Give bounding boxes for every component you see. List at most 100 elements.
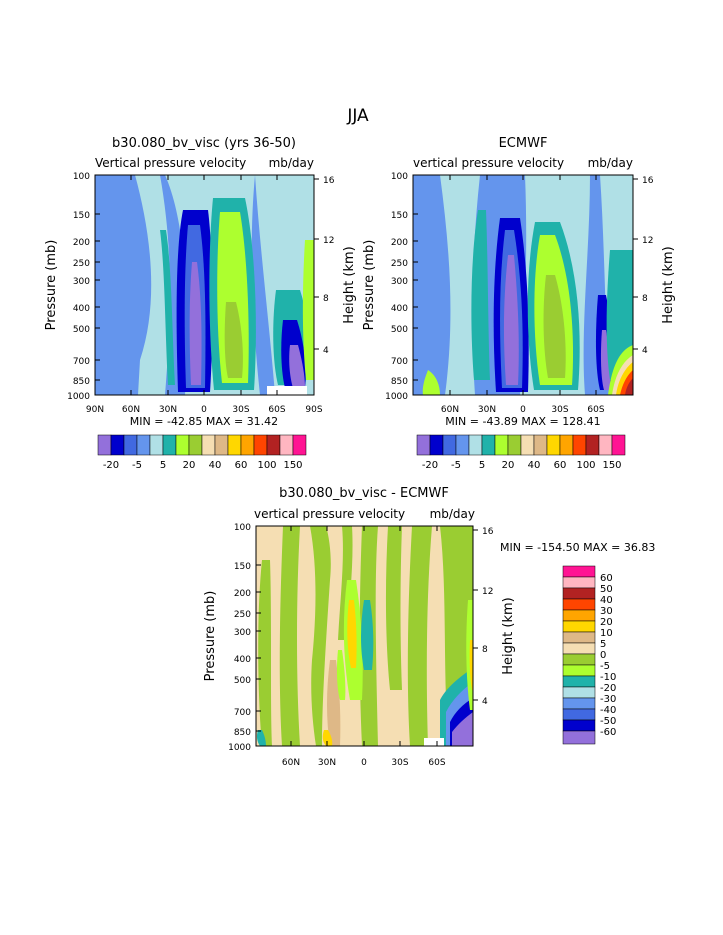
y-right-tick-label: 8 bbox=[323, 294, 329, 304]
colorbar-label: 10 bbox=[600, 628, 613, 639]
x-tick-label: 0 bbox=[361, 758, 367, 768]
contour-fill bbox=[95, 175, 314, 395]
colorbar-label: 5 bbox=[160, 460, 166, 471]
colorbar-label: 60 bbox=[600, 573, 613, 584]
colorbar-label: 60 bbox=[554, 460, 567, 471]
y-tick-label: 150 bbox=[391, 211, 408, 221]
panel-subtitle-right: mb/day bbox=[269, 156, 314, 170]
colorbar-label: 20 bbox=[183, 460, 196, 471]
colorbar-label: 40 bbox=[209, 460, 222, 471]
x-tick-label: 90N bbox=[86, 405, 104, 415]
y-right-tick-label: 8 bbox=[482, 645, 488, 655]
colorbar-label: 50 bbox=[600, 584, 613, 595]
colorbar-label: 150 bbox=[283, 460, 302, 471]
x-ticks: 60N 30N 0 30S 60S bbox=[282, 758, 446, 768]
y-right-tick-label: 12 bbox=[323, 236, 334, 246]
panel-title: b30.080_bv_visc (yrs 36-50) bbox=[112, 136, 296, 151]
colorbar-label: 100 bbox=[576, 460, 595, 471]
colorbar: 60 50 40 30 20 10 5 0 -5 -10 -20 -30 -40… bbox=[562, 565, 616, 745]
y-tick-label: 500 bbox=[391, 325, 408, 335]
y-tick-label: 500 bbox=[73, 325, 90, 335]
y-right-axis-label: Height (km) bbox=[661, 246, 676, 323]
y-tick-label: 1000 bbox=[228, 743, 251, 753]
y-right-axis-label: Height (km) bbox=[501, 597, 516, 674]
x-tick-label: 30N bbox=[478, 405, 496, 415]
x-ticks: 90N 60N 30N 0 30S 60S 90S bbox=[86, 405, 323, 415]
y-tick-label: 1000 bbox=[385, 392, 408, 402]
y-ticks: 100 150 200 250 300 400 500 700 850 1000 bbox=[228, 523, 251, 753]
colorbar-label: -20 bbox=[103, 460, 119, 471]
y-tick-label: 250 bbox=[73, 259, 90, 269]
y-tick-label: 850 bbox=[391, 377, 408, 387]
y-tick-label: 250 bbox=[234, 610, 251, 620]
colorbar-label: -5 bbox=[132, 460, 142, 471]
colorbar-label: 30 bbox=[600, 606, 613, 617]
x-tick-label: 60S bbox=[268, 405, 285, 415]
y-right-tick-label: 16 bbox=[642, 176, 654, 186]
y-tick-label: 400 bbox=[234, 655, 251, 665]
y-right-ticks: 16 12 8 4 bbox=[323, 176, 335, 356]
y-right-tick-label: 12 bbox=[642, 236, 653, 246]
y-tick-label: 400 bbox=[73, 304, 90, 314]
y-tick-label: 700 bbox=[391, 357, 408, 367]
y-right-tick-label: 8 bbox=[642, 294, 648, 304]
y-tick-label: 500 bbox=[234, 676, 251, 686]
contour-fill bbox=[413, 175, 633, 395]
y-tick-label: 200 bbox=[73, 238, 90, 248]
x-tick-label: 60N bbox=[282, 758, 300, 768]
colorbar-label: 150 bbox=[602, 460, 621, 471]
y-tick-label: 150 bbox=[73, 211, 90, 221]
y-tick-label: 100 bbox=[234, 523, 251, 533]
y-tick-label: 200 bbox=[391, 238, 408, 248]
y-right-tick-label: 4 bbox=[482, 697, 488, 707]
panel-title: b30.080_bv_visc - ECMWF bbox=[279, 486, 449, 501]
y-tick-label: 200 bbox=[234, 589, 251, 599]
x-tick-label: 60S bbox=[428, 758, 445, 768]
x-tick-label: 30S bbox=[232, 405, 249, 415]
x-tick-label: 30S bbox=[391, 758, 408, 768]
colorbar-label: 0 bbox=[600, 650, 606, 661]
colorbar-label: -5 bbox=[451, 460, 461, 471]
panel-subtitle-right: mb/day bbox=[588, 156, 633, 170]
y-tick-label: 850 bbox=[73, 377, 90, 387]
y-tick-label: 300 bbox=[73, 277, 90, 287]
y-tick-label: 100 bbox=[391, 172, 408, 182]
colorbar-label: 20 bbox=[600, 617, 613, 628]
panel-subtitle-right: mb/day bbox=[430, 507, 475, 521]
y-tick-label: 150 bbox=[234, 562, 251, 572]
contour-fill bbox=[256, 526, 473, 746]
y-right-tick-label: 16 bbox=[323, 176, 335, 186]
page-title: JJA bbox=[346, 106, 369, 126]
y-right-ticks: 16 12 8 4 bbox=[642, 176, 654, 356]
y-axis-label: Pressure (mb) bbox=[44, 240, 59, 331]
colorbar-label: 5 bbox=[600, 639, 606, 650]
panel-subtitle-left: Vertical pressure velocity bbox=[95, 156, 246, 170]
colorbar-label: 20 bbox=[502, 460, 515, 471]
x-tick-label: 60S bbox=[587, 405, 604, 415]
y-tick-label: 1000 bbox=[67, 392, 90, 402]
y-right-tick-label: 4 bbox=[323, 346, 329, 356]
y-right-axis-label: Height (km) bbox=[342, 246, 357, 323]
colorbar-label: 40 bbox=[600, 595, 613, 606]
colorbar-label: -60 bbox=[600, 727, 616, 738]
y-tick-label: 700 bbox=[234, 708, 251, 718]
panel-title: ECMWF bbox=[499, 136, 548, 151]
y-right-tick-label: 12 bbox=[482, 587, 493, 597]
y-tick-label: 300 bbox=[391, 277, 408, 287]
colorbar-label: 100 bbox=[257, 460, 276, 471]
x-tick-label: 30S bbox=[551, 405, 568, 415]
panel-subtitle-left: vertical pressure velocity bbox=[254, 507, 405, 521]
colorbar-label: 60 bbox=[235, 460, 248, 471]
y-axis-label: Pressure (mb) bbox=[362, 240, 377, 331]
stats-readout: MIN = -42.85 MAX = 31.42 bbox=[130, 415, 278, 428]
x-tick-label: 60N bbox=[122, 405, 140, 415]
x-tick-label: 0 bbox=[201, 405, 207, 415]
colorbar: -20 -5 5 20 40 60 100 150 bbox=[97, 434, 307, 471]
panel-subtitle-left: vertical pressure velocity bbox=[413, 156, 564, 170]
colorbar-label: -20 bbox=[422, 460, 438, 471]
y-tick-label: 100 bbox=[73, 172, 90, 182]
colorbar-label: 40 bbox=[528, 460, 541, 471]
x-tick-label: 30N bbox=[318, 758, 336, 768]
y-tick-label: 850 bbox=[234, 728, 251, 738]
